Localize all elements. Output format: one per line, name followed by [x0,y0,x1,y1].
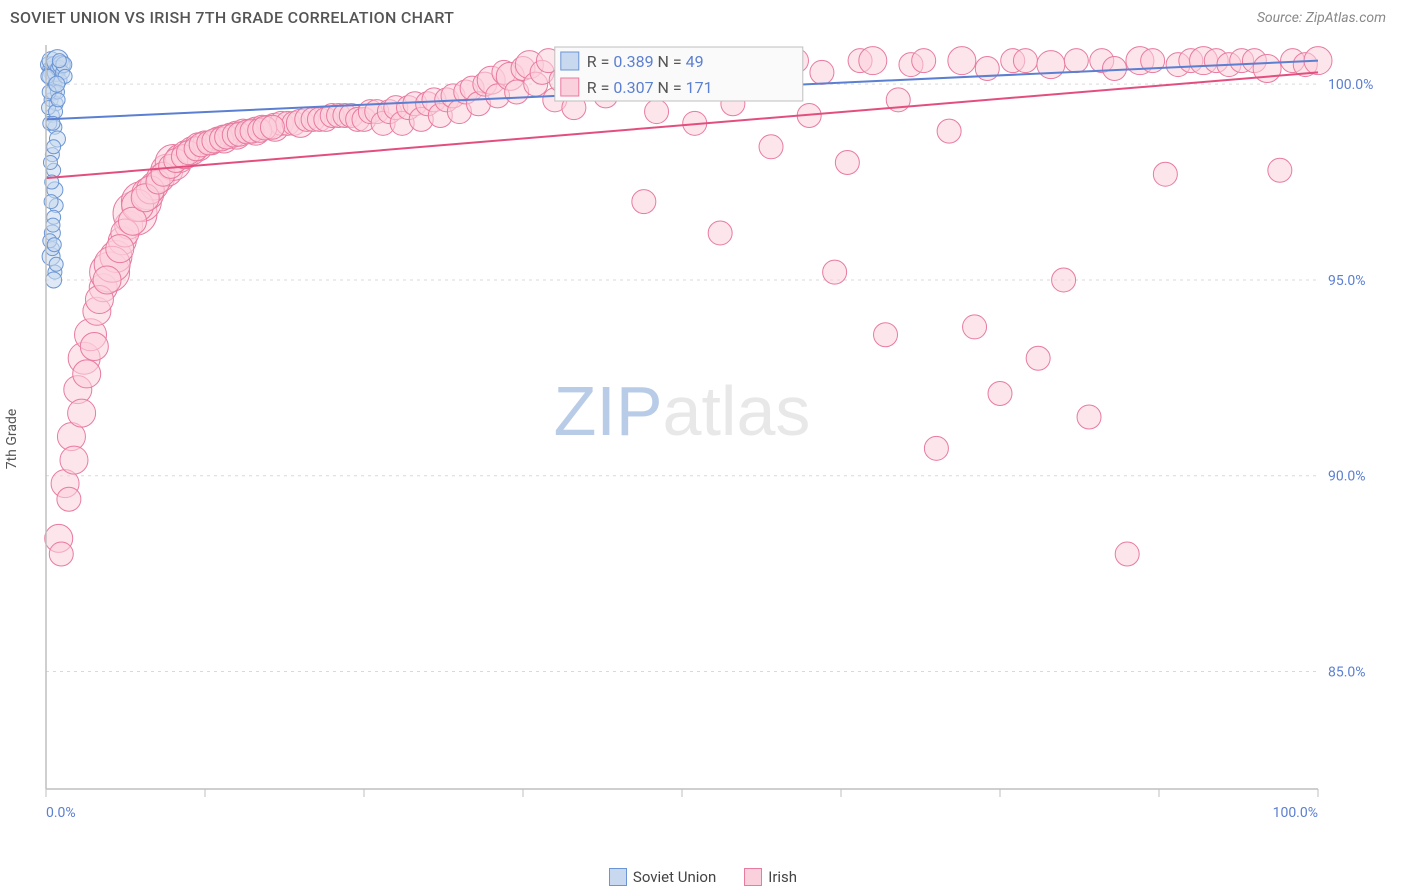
source-attribution: Source: ZipAtlas.com [1257,10,1386,26]
svg-text:85.0%: 85.0% [1328,665,1366,681]
svg-text:90.0%: 90.0% [1328,469,1366,485]
legend-label-soviet: Soviet Union [633,868,716,886]
legend-label-irish: Irish [768,868,797,886]
y-axis-label: 7th Grade [4,409,20,470]
svg-text:R = 0.389 N = 49: R = 0.389 N = 49 [587,52,704,71]
svg-text:0.0%: 0.0% [46,805,76,821]
svg-text:100.0%: 100.0% [1328,77,1373,93]
svg-text:ZIPatlas: ZIPatlas [554,372,811,450]
legend-item-irish: Irish [744,868,797,886]
legend-bottom: Soviet Union Irish [0,868,1406,886]
legend-item-soviet: Soviet Union [609,868,716,886]
chart-area: 7th Grade ZIPatlas0.0%100.0%85.0%90.0%95… [40,39,1386,839]
legend-swatch-soviet [609,868,627,886]
svg-text:R = 0.307 N = 171: R = 0.307 N = 171 [587,78,713,97]
legend-swatch-irish [744,868,762,886]
chart-title: SOVIET UNION VS IRISH 7TH GRADE CORRELAT… [10,8,454,27]
scatter-plot: ZIPatlas 0.0% 100.0% 85.0% 90.0% 95.0% 100.0% R… [40,39,1380,839]
svg-text:95.0%: 95.0% [1328,273,1366,289]
svg-text:100.0%: 100.0% [1273,805,1318,821]
